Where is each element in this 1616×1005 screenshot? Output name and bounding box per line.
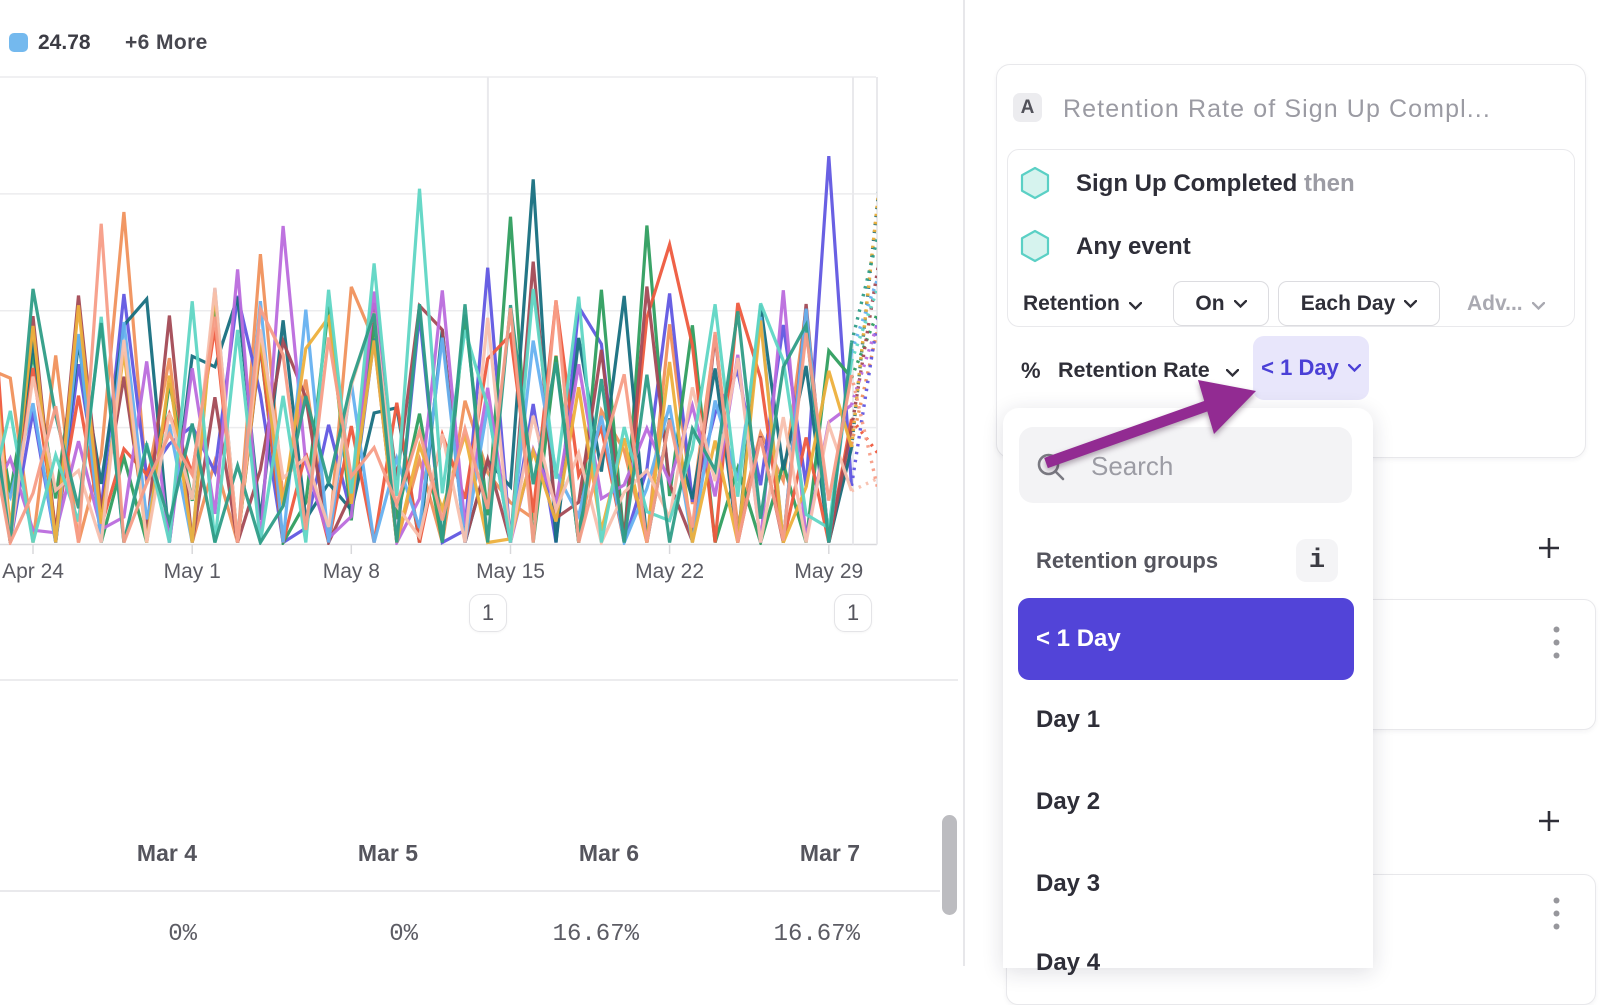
svg-text:May 1: May 1 (164, 560, 221, 583)
svg-text:May 22: May 22 (635, 560, 704, 583)
svg-text:Apr 24: Apr 24 (2, 560, 64, 583)
svg-text:May 15: May 15 (476, 560, 545, 583)
svg-text:May 8: May 8 (323, 560, 380, 583)
svg-text:May 29: May 29 (794, 560, 863, 583)
